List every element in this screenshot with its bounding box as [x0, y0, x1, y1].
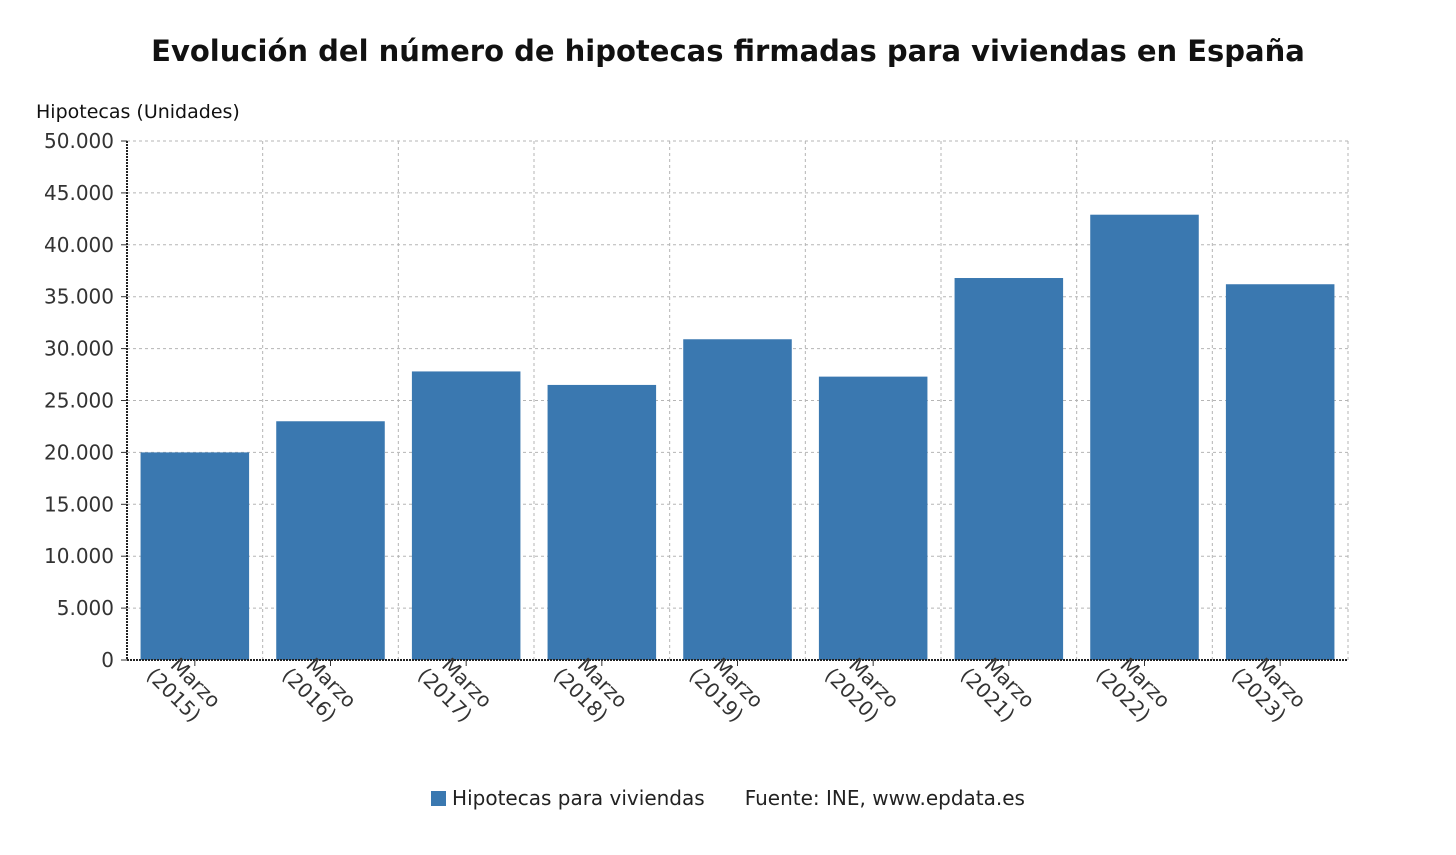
legend-swatch [431, 791, 447, 806]
bar [1090, 214, 1199, 660]
bar [411, 371, 521, 660]
grid-lines [127, 140, 1349, 660]
y-tick-label: 5.000 [57, 596, 114, 620]
axes [121, 140, 1348, 666]
bar [954, 278, 1064, 660]
y-tick-label: 20.000 [44, 440, 114, 464]
y-tick-label: 30.000 [44, 337, 114, 361]
bar [683, 339, 792, 660]
y-tick-label: 50.000 [44, 129, 114, 153]
y-tick-label: 0 [101, 648, 114, 672]
y-tick-label: 45.000 [44, 181, 114, 205]
bars [140, 214, 1335, 660]
bar [276, 421, 385, 660]
source-link[interactable]: www.epdata.es [872, 786, 1025, 810]
bar [1225, 284, 1335, 660]
y-tick-label: 10.000 [44, 544, 114, 568]
y-tick-label: 35.000 [44, 285, 114, 309]
y-tick-label: 15.000 [44, 492, 114, 516]
y-tick-label: 40.000 [44, 233, 114, 257]
chart-title: Evolución del número de hipotecas firmad… [151, 34, 1305, 68]
y-tick-label: 25.000 [44, 389, 114, 413]
source-note: Fuente: INE, www.epdata.es [745, 786, 1025, 810]
legend-series-label: Hipotecas para viviendas [452, 786, 705, 810]
source-label: Fuente: INE, [744, 786, 873, 810]
bar [818, 376, 928, 660]
bar [140, 452, 250, 660]
legend: Hipotecas para viviendas Fuente: INE, www… [0, 786, 1456, 810]
y-axis-title: Hipotecas (Unidades) [36, 101, 240, 123]
bar [547, 384, 657, 660]
